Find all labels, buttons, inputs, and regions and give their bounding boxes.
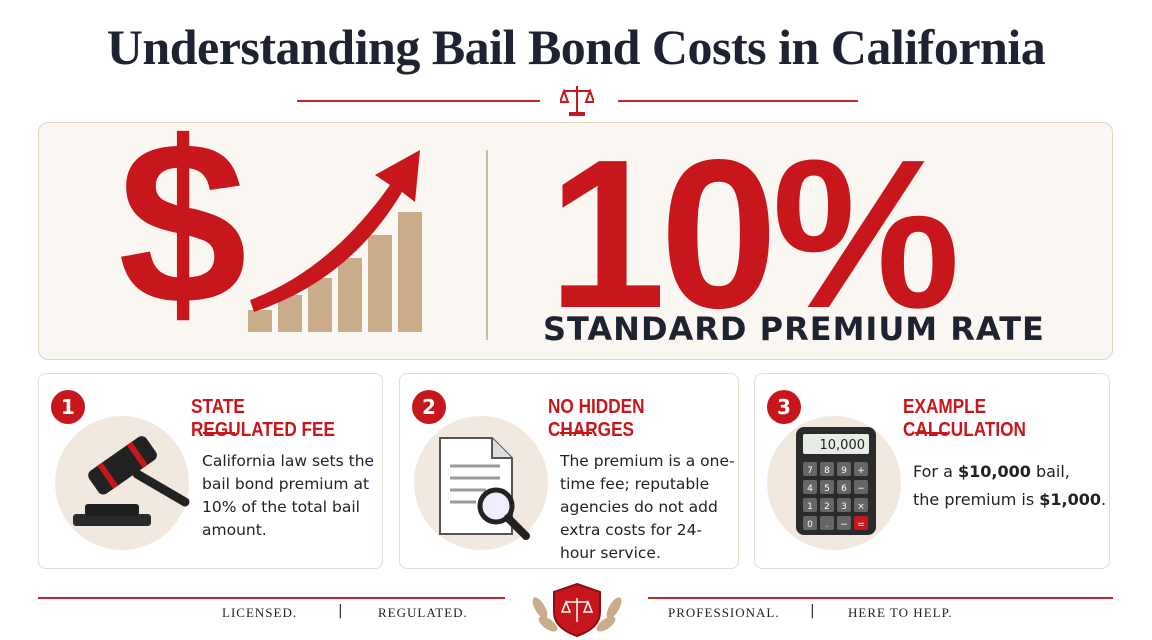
underline xyxy=(560,432,592,434)
calculator-key-label: 9 xyxy=(841,466,847,476)
calculator-key-label: 2 xyxy=(824,502,830,512)
calculator-icon: 10,000 7 8 9 +4 5 6 −1 2 3 ×0. − = xyxy=(796,427,876,535)
card-body: For a $10,000 bail, the premium is $1,00… xyxy=(913,458,1108,514)
growth-chart-icon xyxy=(248,150,422,332)
card-number: 2 xyxy=(412,390,446,424)
calculator-key xyxy=(803,480,817,494)
calculator-key xyxy=(837,480,851,494)
card: 3 EXAMPLE CALCULATION 10,000 7 8 9 +4 5 6−1 2 3… xyxy=(754,373,1110,569)
calculator-key xyxy=(803,462,817,476)
shield-emblem xyxy=(532,582,622,638)
divider xyxy=(618,100,858,102)
underline xyxy=(915,432,947,434)
card-title: NO HIDDEN CHARGES xyxy=(548,396,645,441)
calculator-key xyxy=(837,498,851,512)
scale-icon xyxy=(560,86,594,116)
underline xyxy=(203,432,235,434)
text: $1,000 xyxy=(1039,490,1102,509)
calculator-key xyxy=(803,498,817,512)
calculator-key xyxy=(803,516,817,530)
calculator-key xyxy=(820,462,834,476)
calculator-key xyxy=(837,462,851,476)
footer-line xyxy=(38,597,505,599)
calculator-key-label: 5 xyxy=(824,484,830,494)
card-title: EXAMPLE CALCULATION xyxy=(903,396,1026,441)
calculator-key-label: + xyxy=(857,466,865,476)
calculator-key-label: 8 xyxy=(824,466,830,476)
rate-caption: STANDARD PREMIUM RATE xyxy=(543,310,1045,348)
card-number: 1 xyxy=(51,390,85,424)
calculator-key-label: − xyxy=(840,520,848,530)
calculator-key-label: 6 xyxy=(841,484,847,494)
calculator-key-label: 0 xyxy=(807,520,813,530)
text: $10,000 xyxy=(957,462,1031,481)
hero-panel xyxy=(38,122,1113,360)
separator: | xyxy=(810,603,815,619)
card-title: STATE REGULATED FEE xyxy=(191,396,335,441)
calculator-key-label: × xyxy=(857,502,865,512)
card-body: California law sets the bail bond premiu… xyxy=(202,452,375,539)
card: 2 NO HIDDEN CHARGES The premium is a one… xyxy=(399,373,739,569)
rate: 10% xyxy=(548,115,960,352)
calculator-key-label: 3 xyxy=(841,502,847,512)
calculator-key xyxy=(837,516,851,530)
text: . xyxy=(1101,490,1107,509)
calculator-key xyxy=(854,480,868,494)
text: the premium is xyxy=(913,490,1040,509)
calculator-key-label: = xyxy=(857,520,865,530)
title: Understanding Bail Bond Costs in Califor… xyxy=(106,19,1046,75)
footer-text: PROFESSIONAL. xyxy=(668,605,780,620)
calculator-key xyxy=(820,498,834,512)
calculator-key xyxy=(854,516,868,530)
calculator-key xyxy=(820,516,834,530)
dollar-symbol: $ xyxy=(118,94,248,353)
calculator-key xyxy=(820,480,834,494)
card-body: The premium is a one-time fee; reputable… xyxy=(560,452,735,562)
document-icon xyxy=(439,437,530,540)
footer-text: LICENSED. xyxy=(222,605,298,620)
text: For a xyxy=(913,462,958,481)
footer-line xyxy=(648,597,1113,599)
card: 1 STATE REGULATED FEE California law set… xyxy=(38,373,383,569)
calculator-key-label: . xyxy=(826,520,829,530)
divider xyxy=(486,150,488,340)
divider xyxy=(297,100,540,102)
calculator-key-label: 4 xyxy=(807,484,813,494)
calculator-key xyxy=(854,462,868,476)
card-number: 3 xyxy=(767,390,801,424)
calculator-key-label: 1 xyxy=(807,502,813,512)
calculator-key-label: 7 xyxy=(807,466,813,476)
separator: | xyxy=(338,603,343,619)
footer-text: REGULATED. xyxy=(378,605,468,620)
calculator-key-label: − xyxy=(857,484,865,494)
text: bail, xyxy=(1030,462,1070,481)
footer-text: HERE TO HELP. xyxy=(848,605,953,620)
calculator-display: 10,000 xyxy=(820,438,866,453)
gavel-icon xyxy=(73,436,190,526)
calculator-key xyxy=(854,498,868,512)
icon-circle xyxy=(55,416,189,550)
